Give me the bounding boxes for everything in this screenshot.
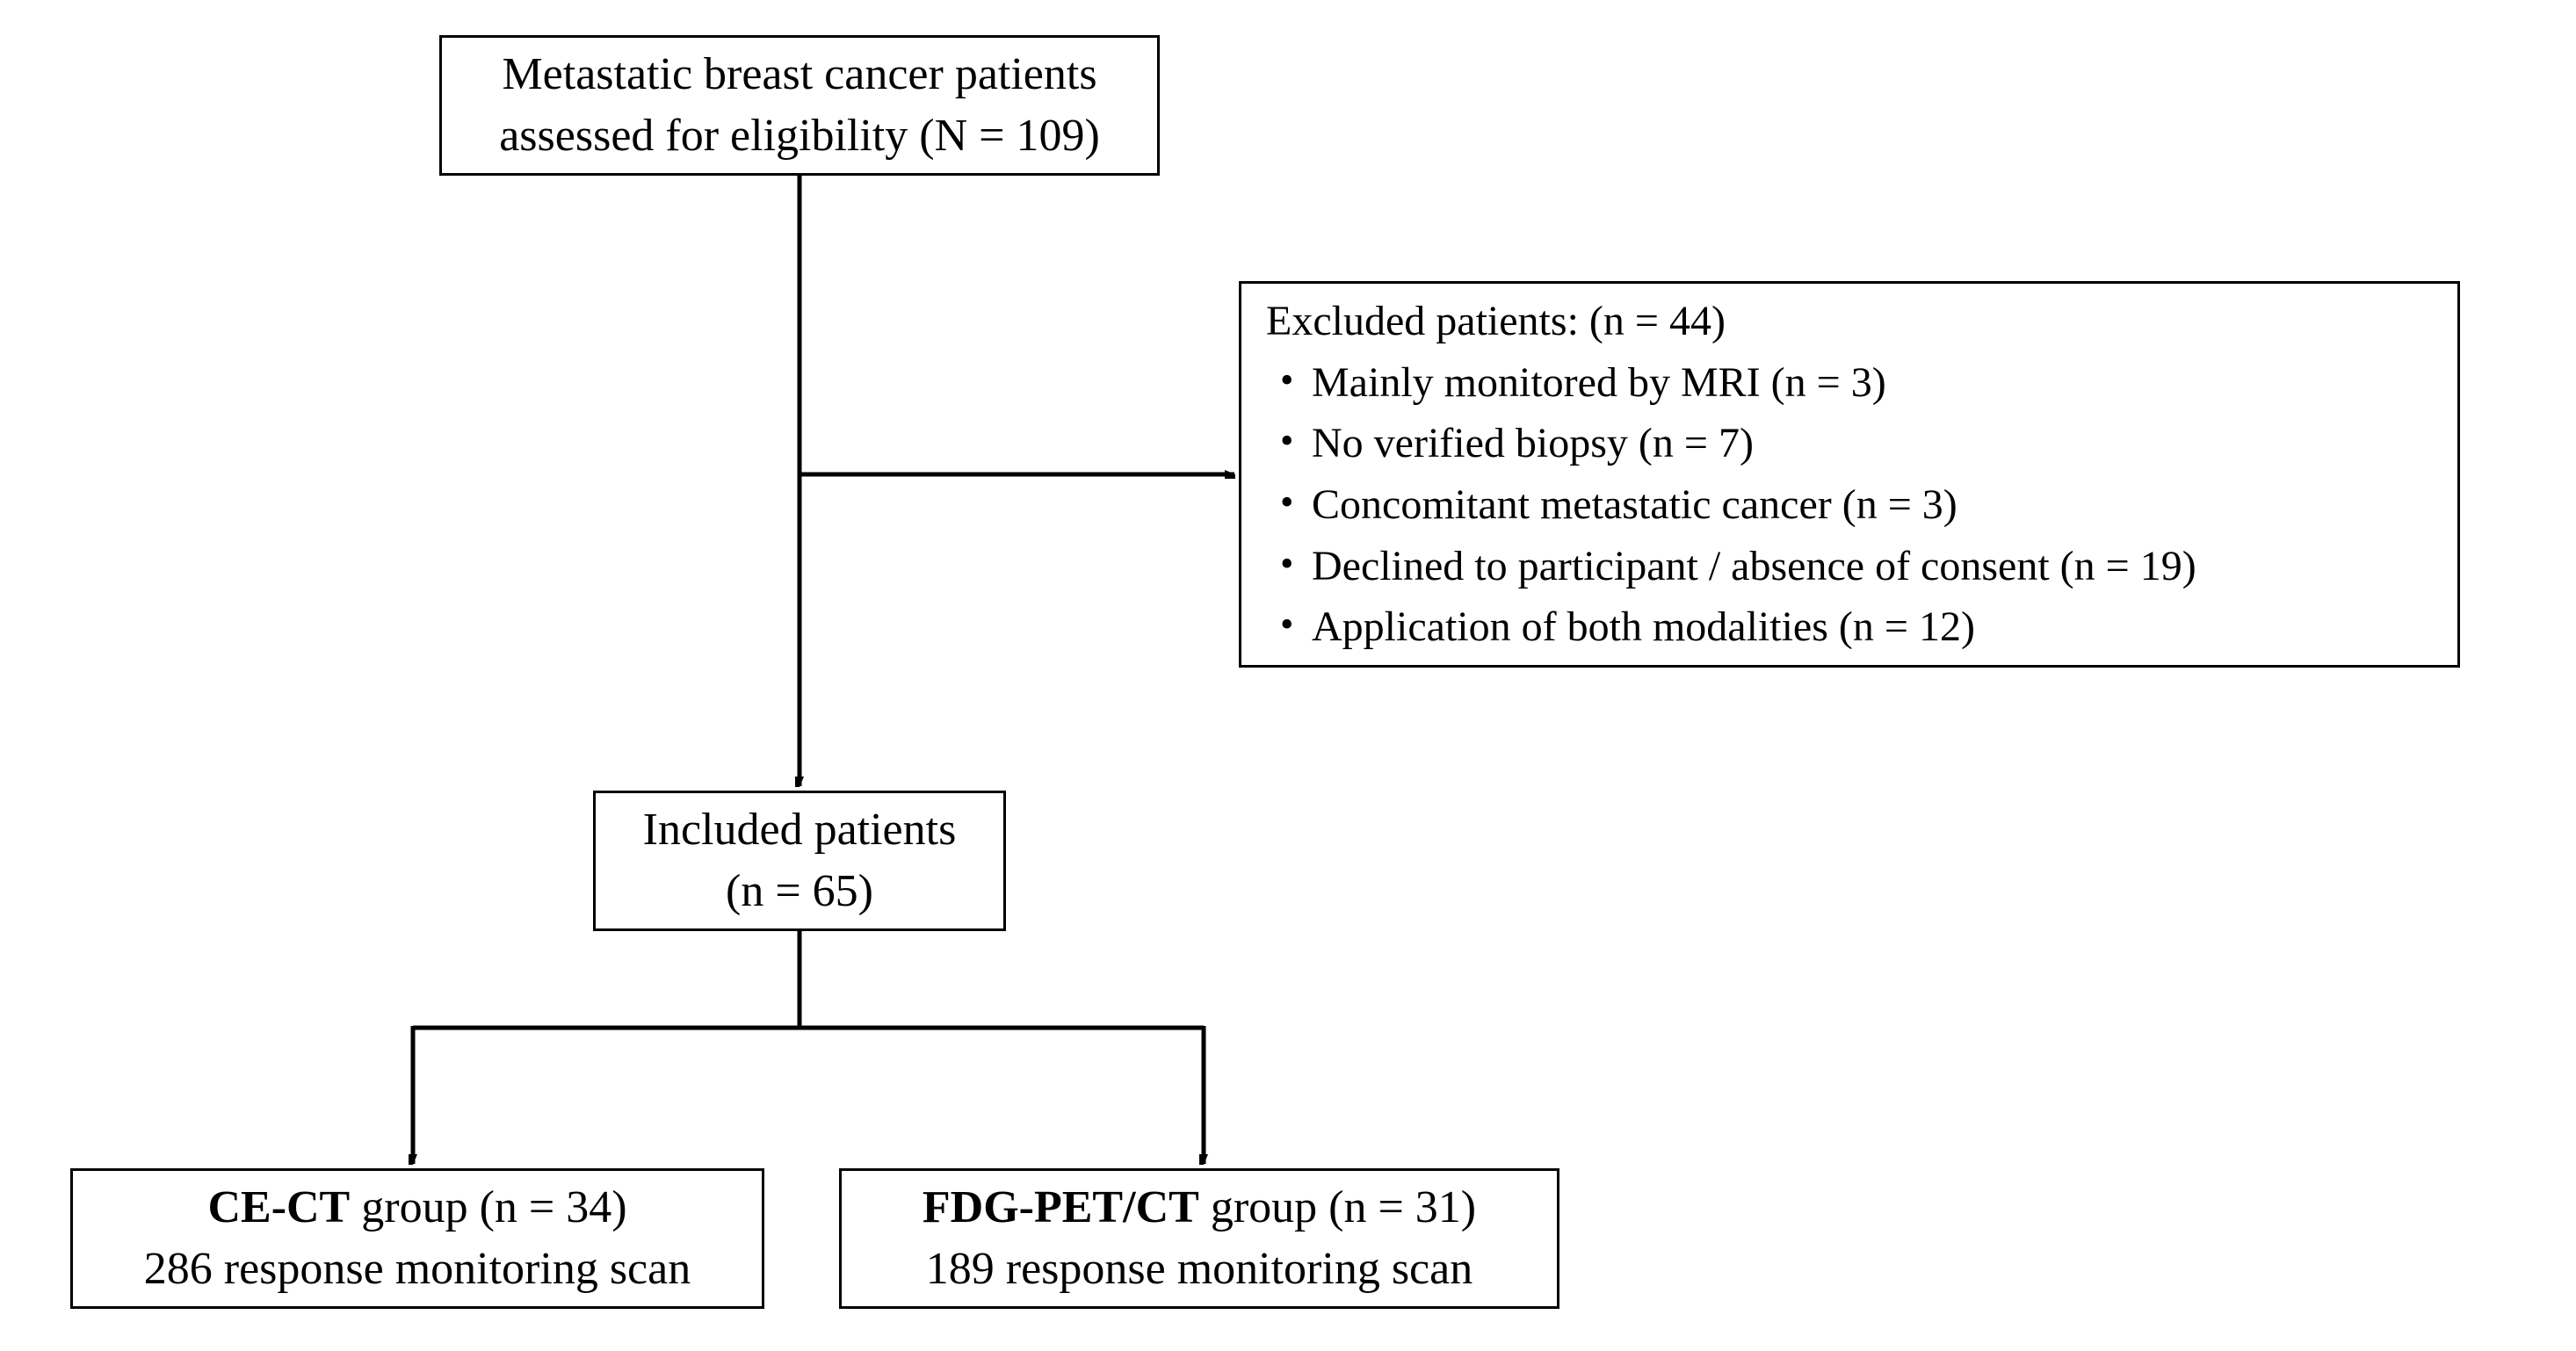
node-assessed-eligibility: Metastatic breast cancer patients assess… [439, 35, 1160, 176]
node-line: 189 response monitoring scan [926, 1239, 1473, 1300]
node-line: Metastatic breast cancer patients [502, 44, 1096, 105]
node-included-patients: Included patients (n = 65) [593, 791, 1006, 931]
flowchart-arrows [0, 0, 2576, 1351]
node-excluded-patients: Excluded patients: (n = 44) Mainly monit… [1239, 281, 2460, 668]
node-line: assessed for eligibility (N = 109) [499, 105, 1100, 167]
node-cect-group: CE-CT group (n = 34) 286 response monito… [70, 1168, 764, 1309]
excluded-item: No verified biopsy (n = 7) [1312, 413, 2196, 474]
excluded-header: Excluded patients: (n = 44) [1266, 291, 1726, 352]
node-fdgpetct-group: FDG-PET/CT group (n = 31) 189 response m… [839, 1168, 1559, 1309]
excluded-list: Mainly monitored by MRI (n = 3) No verif… [1266, 352, 2196, 658]
node-line: CE-CT group (n = 34) [207, 1177, 626, 1239]
group-label-bold: CE-CT [207, 1182, 350, 1232]
group-label-suffix: group (n = 34) [350, 1182, 626, 1232]
excluded-item: Mainly monitored by MRI (n = 3) [1312, 352, 2196, 414]
node-line: 286 response monitoring scan [144, 1239, 691, 1300]
group-label-suffix: group (n = 31) [1199, 1182, 1476, 1232]
group-label-bold: FDG-PET/CT [923, 1182, 1199, 1232]
node-line: FDG-PET/CT group (n = 31) [923, 1177, 1476, 1239]
flowchart-container: Metastatic breast cancer patients assess… [0, 0, 2576, 1351]
excluded-item: Concomitant metastatic cancer (n = 3) [1312, 474, 2196, 536]
excluded-item: Application of both modalities (n = 12) [1312, 596, 2196, 658]
node-line: Included patients [643, 799, 957, 861]
node-line: (n = 65) [726, 861, 873, 922]
excluded-item: Declined to participant / absence of con… [1312, 536, 2196, 597]
